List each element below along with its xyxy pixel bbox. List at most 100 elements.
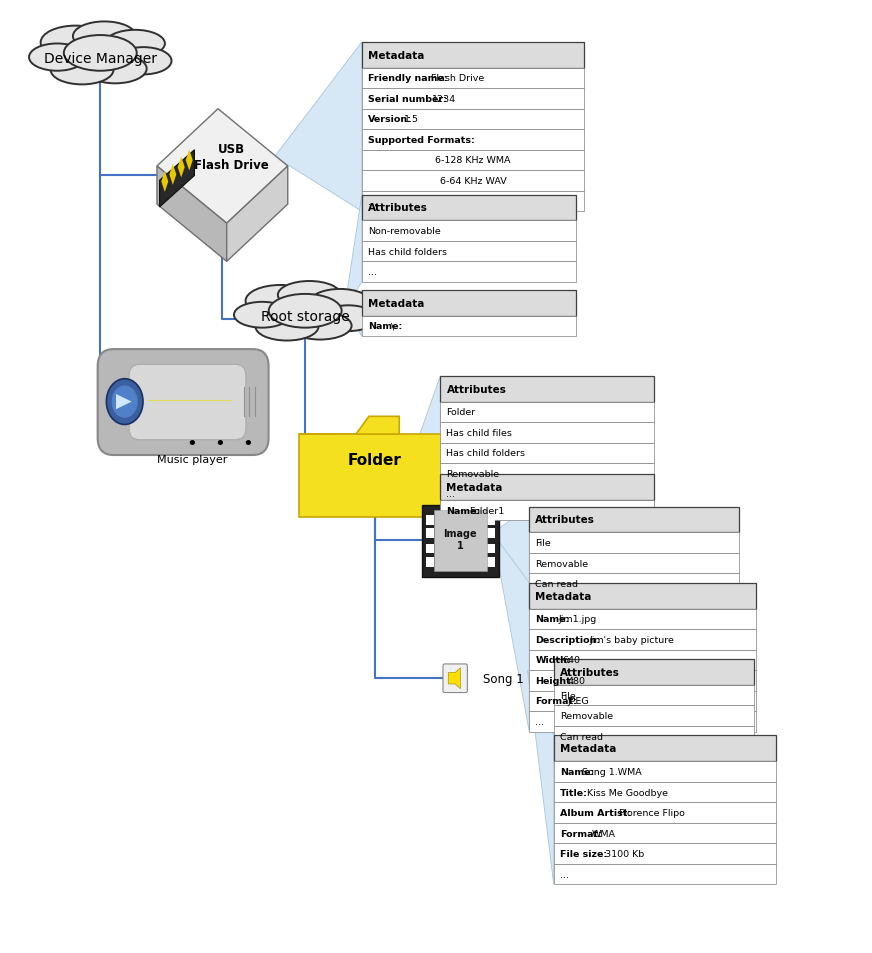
Polygon shape [186,151,193,172]
Text: Removable: Removable [560,712,613,720]
Text: ...: ... [560,870,569,879]
Text: Folder1: Folder1 [469,506,504,515]
FancyBboxPatch shape [554,843,776,863]
Text: Florence Flipo: Florence Flipo [619,808,685,817]
Ellipse shape [112,386,138,418]
Text: Kiss Me Goodbye: Kiss Me Goodbye [587,788,668,797]
Text: USB
Flash Drive: USB Flash Drive [194,143,269,172]
FancyBboxPatch shape [362,242,576,262]
Text: Metadata: Metadata [368,298,425,309]
Ellipse shape [73,23,136,51]
Text: ...: ... [446,490,455,498]
Polygon shape [116,395,132,410]
Ellipse shape [41,27,110,60]
Text: Root storage: Root storage [261,310,350,323]
FancyBboxPatch shape [529,609,756,630]
Text: 6-128 KHz WMA: 6-128 KHz WMA [435,156,511,165]
Text: Image
1: Image 1 [444,529,477,550]
FancyBboxPatch shape [362,192,584,213]
Text: Description:: Description: [535,636,601,644]
Ellipse shape [29,45,85,71]
FancyBboxPatch shape [362,69,584,90]
Polygon shape [299,435,451,517]
FancyBboxPatch shape [529,629,756,650]
Text: ...: ... [368,268,377,276]
Text: Album Artist:: Album Artist: [560,808,631,817]
Text: Can read: Can read [560,732,603,740]
Text: Height:: Height: [535,677,575,685]
Bar [487,516,495,525]
FancyBboxPatch shape [362,221,576,242]
Polygon shape [227,167,288,262]
Text: Attributes: Attributes [446,384,507,395]
Text: Name:: Name: [368,322,402,331]
Text: Song 1: Song 1 [483,672,524,685]
Text: ...: ... [368,197,377,206]
FancyBboxPatch shape [529,671,756,691]
Polygon shape [157,167,227,262]
FancyBboxPatch shape [554,685,754,705]
Ellipse shape [278,282,341,310]
FancyBboxPatch shape [98,350,269,456]
FancyBboxPatch shape [362,151,584,172]
Text: File: File [560,691,576,700]
FancyBboxPatch shape [554,659,754,685]
FancyBboxPatch shape [129,365,246,440]
Text: Can read: Can read [535,579,578,588]
FancyBboxPatch shape [529,583,756,609]
Polygon shape [528,671,554,884]
Ellipse shape [255,314,318,341]
Text: Attributes: Attributes [560,667,620,678]
Text: Song 1.WMA: Song 1.WMA [582,767,643,776]
FancyBboxPatch shape [554,736,776,761]
FancyBboxPatch shape [440,402,654,423]
FancyBboxPatch shape [529,574,739,595]
FancyBboxPatch shape [362,195,576,221]
Text: 1.5: 1.5 [405,115,419,124]
FancyBboxPatch shape [440,443,654,464]
Text: Has child folders: Has child folders [368,248,447,256]
FancyBboxPatch shape [554,781,776,802]
Ellipse shape [84,55,146,84]
Text: Device Manager: Device Manager [44,52,157,66]
Text: Name:: Name: [446,506,480,515]
FancyBboxPatch shape [529,553,739,574]
Polygon shape [157,110,288,224]
Ellipse shape [115,48,172,75]
Text: Name:: Name: [535,615,569,623]
FancyBboxPatch shape [362,131,584,151]
Polygon shape [419,438,440,520]
Bar [426,529,434,538]
FancyBboxPatch shape [554,863,776,884]
Ellipse shape [320,306,377,332]
Polygon shape [178,157,185,178]
Text: Metadata: Metadata [368,51,425,61]
Text: 3100 Kb: 3100 Kb [605,849,644,858]
Ellipse shape [64,36,137,71]
Ellipse shape [246,286,315,317]
Ellipse shape [310,290,370,315]
FancyBboxPatch shape [440,423,654,443]
FancyBboxPatch shape [362,262,576,283]
Polygon shape [528,659,554,747]
Polygon shape [344,195,362,310]
Text: Jim's baby picture: Jim's baby picture [589,636,675,644]
Bar [487,558,495,567]
Text: Name:: Name: [560,767,594,776]
Text: ...: ... [535,718,544,726]
Text: Friendly name:: Friendly name: [368,74,447,83]
FancyBboxPatch shape [440,484,654,505]
FancyBboxPatch shape [554,822,776,843]
Bar [426,516,434,525]
FancyBboxPatch shape [554,705,754,726]
FancyBboxPatch shape [554,761,776,781]
FancyBboxPatch shape [529,507,739,533]
Text: File size:: File size: [560,849,607,858]
Polygon shape [448,668,460,689]
FancyBboxPatch shape [529,533,739,553]
Polygon shape [493,507,529,595]
Text: Metadata: Metadata [446,482,503,493]
Polygon shape [344,291,362,337]
Text: Has child folders: Has child folders [446,449,526,457]
Text: WMA: WMA [591,829,616,838]
